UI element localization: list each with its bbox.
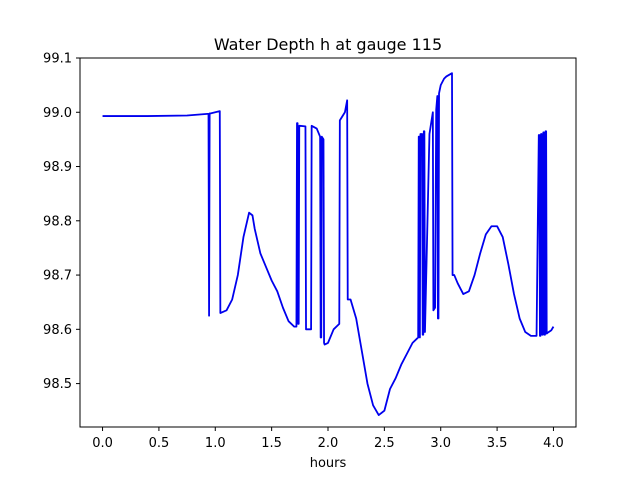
y-tick-label: 98.8 [43,214,72,229]
y-tick-label: 98.6 [43,323,72,338]
x-tick-label: 2.5 [374,436,395,451]
y-tick-label: 99.0 [43,106,72,121]
x-axis-label: hours [310,456,347,471]
x-tick-label: 1.0 [205,436,226,451]
x-tick-label: 0.0 [92,436,113,451]
y-tick-label: 98.5 [43,377,72,392]
x-axis: 0.0 0.5 1.0 1.5 2.0 2.5 3.0 3.5 4.0 [92,427,564,451]
x-tick-label: 2.0 [318,436,339,451]
y-axis: 98.5 98.6 98.7 98.8 98.9 99.0 99.1 [43,52,80,392]
series-line-water-depth [102,72,555,416]
x-tick-label: 1.5 [261,436,282,451]
y-tick-label: 98.9 [43,160,72,175]
x-tick-label: 3.5 [487,436,508,451]
x-tick-label: 0.5 [149,436,170,451]
plot-area [102,72,555,416]
chart-title: Water Depth h at gauge 115 [214,35,442,54]
x-tick-label: 4.0 [543,436,564,451]
y-tick-label: 98.7 [43,269,72,284]
x-tick-label: 3.0 [430,436,451,451]
y-tick-label: 99.1 [43,52,72,67]
